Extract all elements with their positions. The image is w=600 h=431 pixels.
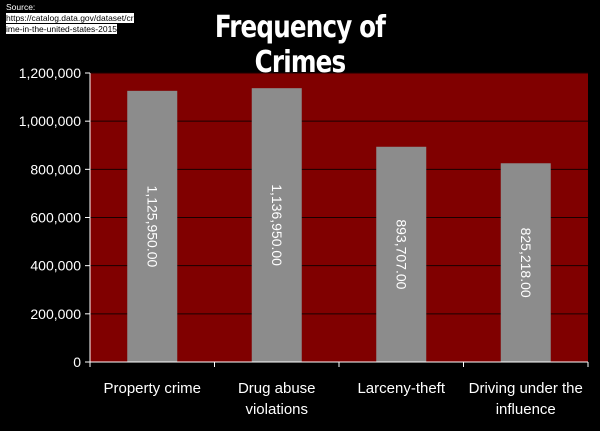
source-note: Source: https://catalog.data.gov/dataset… [6,2,134,35]
source-label: Source: [6,2,36,12]
bar [376,146,427,362]
data-label: 1,136,950.00 [269,184,285,266]
data-label: 825,218.00 [518,228,534,298]
y-tick-label: 1,000,000 [19,113,81,129]
y-tick-label: 800,000 [30,161,81,177]
bar [500,163,551,362]
y-tick-label: 1,200,000 [19,65,81,81]
x-tick-label: Larceny-theft [357,380,445,397]
x-tick-label: Driving under the influence [469,380,583,418]
x-tick-label: Drug abuse violations [238,380,316,418]
y-tick-label: 0 [73,354,81,370]
source-url: https://catalog.data.gov/dataset/crime-i… [6,13,134,34]
bar [127,90,178,362]
y-tick-label: 200,000 [30,306,81,322]
y-tick-label: 600,000 [30,210,81,226]
bar [251,88,302,362]
data-label: 893,707.00 [393,219,409,289]
y-tick-label: 400,000 [30,258,81,274]
x-tick-label: Property crime [103,380,201,397]
data-label: 1,125,950.00 [144,186,160,268]
